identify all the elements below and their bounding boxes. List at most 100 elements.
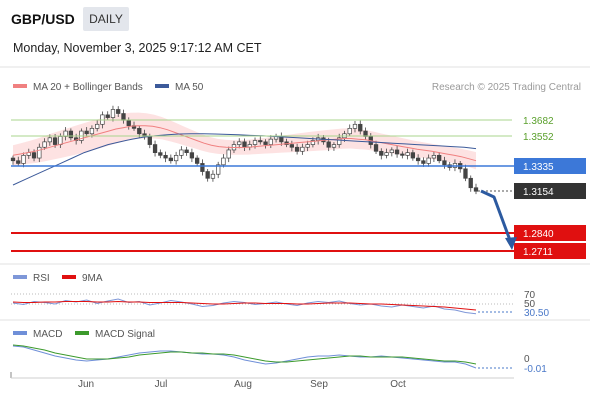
candle-body — [52, 137, 58, 145]
candle-body — [310, 140, 316, 145]
candle-body — [305, 144, 310, 148]
candle-body — [189, 152, 195, 159]
month-label-sep: Sep — [310, 379, 328, 390]
candle-body — [205, 171, 210, 179]
symbol-title: GBP/USD — [11, 11, 75, 27]
candle-body — [179, 149, 184, 156]
candle-body — [410, 152, 416, 159]
candle-body — [95, 123, 100, 129]
candle-body — [10, 157, 16, 162]
candle-body — [263, 141, 268, 145]
candle-body — [326, 141, 331, 148]
candle-body — [442, 160, 447, 166]
macd-legend-label: MACD — [33, 329, 62, 340]
candle-body — [258, 140, 263, 143]
candle-body — [126, 119, 131, 127]
candle-body — [58, 136, 63, 145]
datetime-label: Monday, November 3, 2025 9:17:12 AM CET — [13, 41, 262, 55]
candle-body — [468, 177, 473, 189]
candle-body — [268, 138, 273, 145]
candle-body — [68, 130, 74, 139]
candle-body — [289, 144, 295, 148]
ma50-line — [12, 133, 477, 186]
resistance-label-2: 1.3552 — [523, 132, 554, 143]
candle-body — [373, 144, 379, 152]
support-tag-1 — [514, 225, 586, 241]
macd-signal-line — [12, 344, 477, 365]
ma20-legend-label: MA 20 + Bollinger Bands — [33, 82, 143, 93]
resistance-label-1: 1.3682 — [523, 116, 554, 127]
candle-body — [426, 157, 431, 164]
candle-body — [16, 160, 21, 164]
support-label-2: 1.2711 — [523, 247, 553, 258]
candle-body — [389, 149, 394, 153]
candle-body — [168, 157, 173, 162]
candle-body — [384, 152, 389, 156]
candle-body — [352, 123, 358, 129]
candle-body — [300, 146, 305, 152]
candle-body — [116, 109, 121, 114]
candle-body — [210, 173, 216, 179]
rsi-current-label: 30.50 — [524, 308, 549, 319]
candle-body — [473, 187, 479, 192]
candle-body — [221, 157, 226, 166]
ma20-legend-swatch — [13, 84, 27, 88]
rsi-ma-legend-swatch — [62, 275, 76, 279]
macd-legend-swatch — [13, 331, 27, 335]
candle-body — [379, 150, 384, 156]
forecast-arrow-head — [505, 237, 517, 250]
timeframe-badge[interactable]: DAILY — [83, 7, 129, 31]
macd-current-label: -0.01 — [524, 364, 547, 375]
candle-body — [358, 123, 363, 132]
candle-body — [200, 163, 205, 172]
candle-body — [137, 128, 142, 135]
candle-body — [431, 154, 437, 159]
candle-body — [47, 137, 52, 143]
macd-zero-label: 0 — [524, 354, 530, 365]
candle-body — [147, 136, 152, 145]
candle-body — [105, 114, 110, 118]
credit-label: Research © 2025 Trading Central — [432, 82, 581, 93]
candle-body — [110, 109, 116, 118]
candle-body — [421, 160, 426, 164]
candle-body — [42, 141, 47, 148]
rsi-level-50-label: 50 — [524, 299, 536, 310]
support-label-1: 1.2840 — [523, 229, 554, 240]
candle-body — [405, 152, 410, 156]
rsi-legend-swatch — [13, 275, 27, 279]
candle-body — [194, 157, 200, 164]
candle-body — [252, 140, 258, 145]
candle-body — [242, 141, 247, 148]
candle-body — [337, 137, 342, 145]
candle-body — [226, 149, 231, 159]
candle-body — [347, 128, 352, 135]
candle-body — [331, 144, 337, 148]
ma50-legend-swatch — [155, 84, 169, 88]
month-label-aug: Aug — [234, 379, 252, 390]
forecast-arrow — [480, 189, 513, 244]
pivot-tag — [514, 158, 586, 174]
last-price-label: 1.3154 — [523, 187, 554, 198]
macd-line — [12, 345, 477, 369]
candle-body — [463, 168, 468, 179]
candle-body — [437, 154, 442, 162]
candle-body — [184, 149, 189, 153]
support-tag-2 — [514, 243, 586, 259]
macd-signal-legend-label: MACD Signal — [95, 329, 155, 340]
candle-body — [152, 144, 158, 153]
ma50-legend-label: MA 50 — [175, 82, 204, 93]
candle-body — [237, 141, 242, 145]
rsi-legend-label: RSI — [33, 273, 50, 284]
candle-body — [84, 130, 89, 135]
candle-body — [400, 153, 405, 156]
month-label-jul: Jul — [155, 379, 168, 390]
candle-body — [173, 154, 179, 162]
rsi-ma-line — [12, 300, 477, 311]
candle-body — [21, 154, 26, 164]
last-price-tag — [514, 183, 586, 199]
rsi-ma-legend-label: 9MA — [82, 273, 103, 284]
candle-body — [163, 154, 168, 159]
candle-body — [294, 146, 300, 152]
pivot-label: 1.3335 — [523, 162, 554, 173]
